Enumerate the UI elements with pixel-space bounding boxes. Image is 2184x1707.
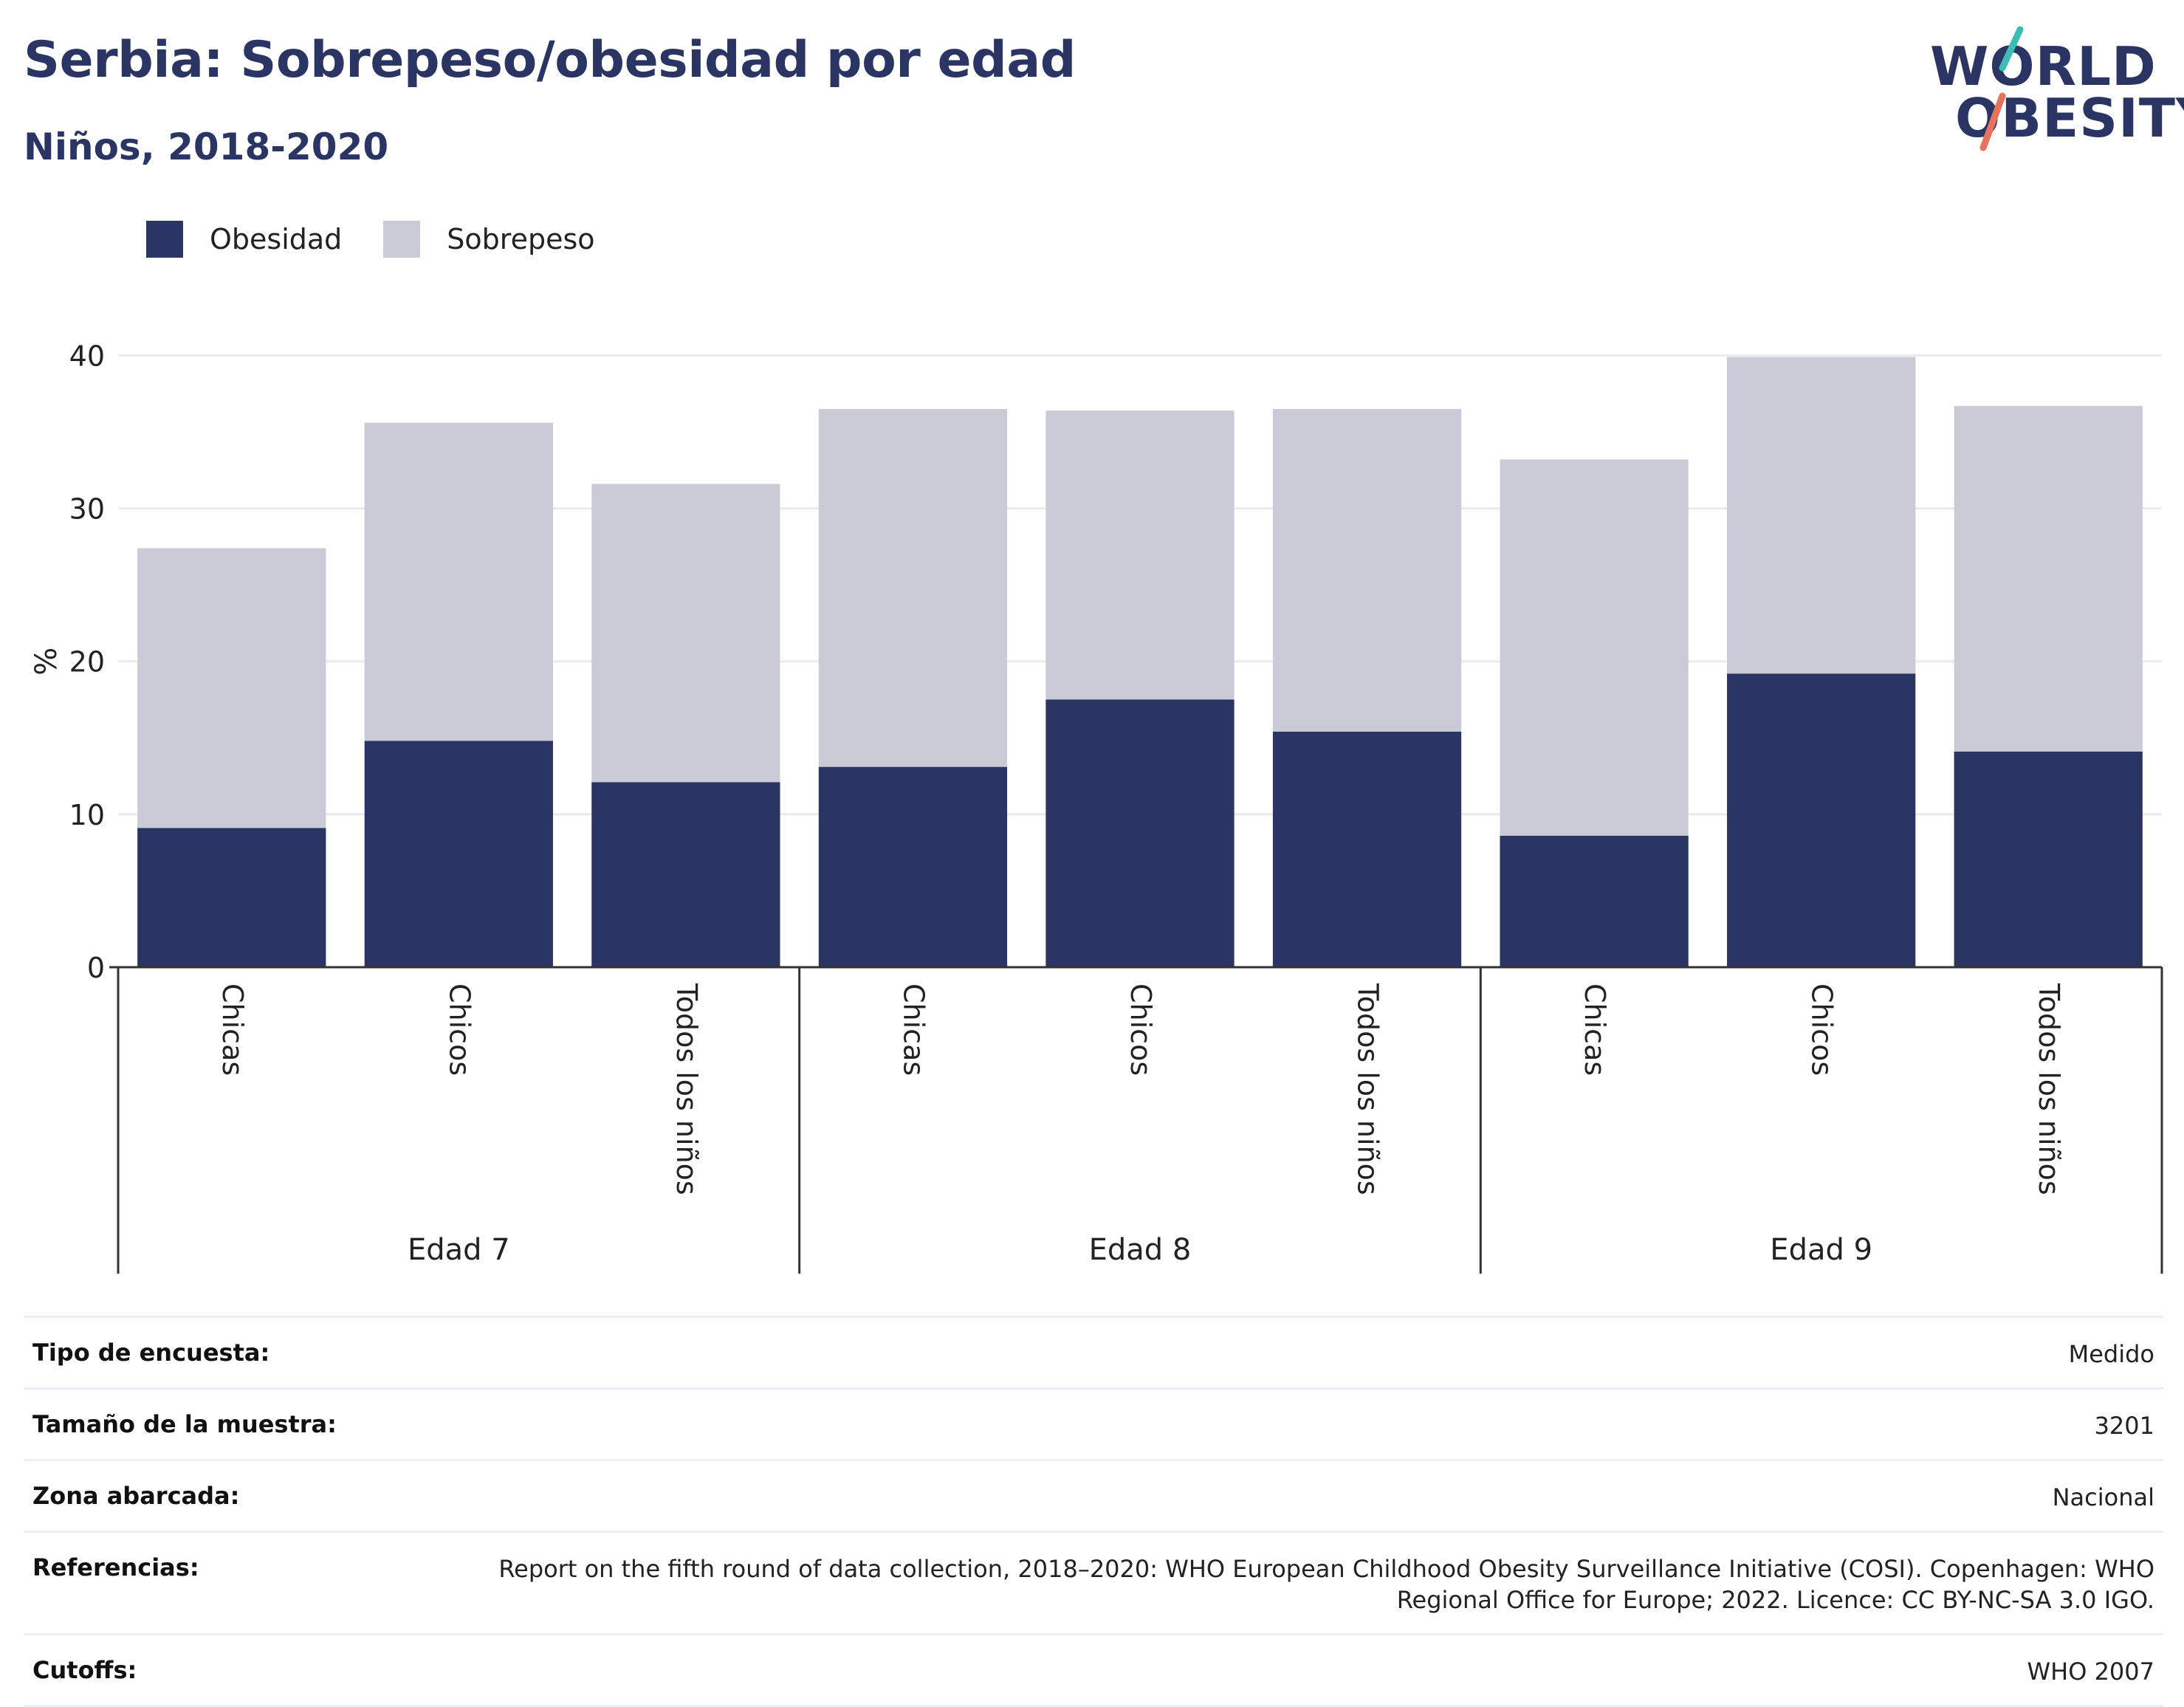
x-category-label: Todos los niños (670, 983, 703, 1195)
bar-sobrepeso (1045, 411, 1234, 700)
meta-row-references: Referencias: Report on the fifth round o… (24, 1531, 2163, 1633)
meta-value: WHO 2007 (2027, 1658, 2155, 1686)
meta-row-cutoffs: Cutoffs: WHO 2007 (24, 1633, 2163, 1707)
logo-word-1: WORLD (1930, 35, 2157, 97)
x-group-label: Edad 8 (1089, 1233, 1192, 1267)
chart-legend: Obesidad Sobrepeso (146, 219, 636, 260)
meta-label: Zona abarcada: (32, 1482, 240, 1510)
world-obesity-logo: WORLD OBESITY (1920, 22, 2184, 155)
bar-sobrepeso (1954, 405, 2143, 752)
legend-item-obesidad: Obesidad (146, 221, 342, 258)
bar-obesidad (1954, 751, 2143, 967)
logo-slash-icon (1979, 26, 2024, 151)
x-category-label: Todos los niños (1352, 983, 1384, 1195)
chart-title: Serbia: Sobrepeso/obesidad por edad (24, 31, 1076, 89)
meta-value: Nacional (2052, 1483, 2154, 1511)
bar-sobrepeso (1500, 459, 1689, 836)
x-category-label: Chicos (443, 983, 475, 1076)
y-tick-label: 30 (69, 493, 105, 526)
bar-sobrepeso (591, 484, 780, 783)
x-group-label: Edad 7 (408, 1233, 510, 1267)
y-axis-label: % (30, 648, 63, 676)
bar-obesidad (1500, 835, 1689, 967)
legend-item-sobrepeso: Sobrepeso (383, 221, 595, 258)
legend-swatch-sobrepeso (383, 221, 421, 258)
bar-obesidad (591, 782, 780, 967)
meta-value: Medido (2068, 1340, 2154, 1368)
meta-value: 3201 (2094, 1412, 2154, 1440)
bar-sobrepeso (818, 408, 1008, 767)
legend-label-sobrepeso: Sobrepeso (447, 223, 595, 255)
meta-label: Cutoffs: (32, 1656, 137, 1684)
y-tick-label: 20 (69, 646, 105, 679)
chart-subtitle: Niños, 2018-2020 (24, 126, 389, 168)
meta-label: Tamaño de la muestra: (32, 1410, 337, 1438)
x-category-label: Chicos (1806, 983, 1838, 1076)
meta-value: Report on the fifth round of data collec… (498, 1555, 2154, 1614)
meta-row-area: Zona abarcada: Nacional (24, 1459, 2163, 1531)
bar-sobrepeso (1727, 357, 1916, 674)
legend-label-obesidad: Obesidad (210, 223, 343, 255)
meta-label: Referencias: (32, 1553, 199, 1581)
meta-row-sample-size: Tamaño de la muestra: 3201 (24, 1387, 2163, 1459)
y-tick-label: 0 (87, 952, 105, 984)
bar-obesidad (1272, 732, 1462, 967)
bar-obesidad (818, 766, 1008, 967)
bar-obesidad (1727, 673, 1916, 967)
bar-obesidad (364, 741, 553, 967)
x-category-label: Chicas (1579, 983, 1611, 1076)
bar-sobrepeso (364, 422, 553, 741)
y-tick-label: 40 (69, 340, 105, 372)
bar-obesidad (137, 828, 326, 967)
x-category-label: Chicas (897, 983, 930, 1076)
bar-obesidad (1045, 699, 1234, 967)
meta-row-survey-type: Tipo de encuesta: Medido (24, 1316, 2163, 1387)
bar-sobrepeso (1272, 408, 1462, 732)
legend-swatch-obesidad (146, 221, 183, 258)
x-category-label: Chicas (216, 983, 249, 1076)
x-category-label: Chicos (1124, 983, 1157, 1076)
x-category-label: Todos los niños (2033, 983, 2065, 1195)
bar-sobrepeso (137, 548, 326, 828)
meta-label: Tipo de encuesta: (32, 1339, 270, 1367)
survey-info-table: Tipo de encuesta: Medido Tamaño de la mu… (24, 1316, 2163, 1707)
stacked-bar-chart: 0 10 20 30 40% Chicas Chicos Todos los niños Chi… (30, 340, 2163, 1274)
y-tick-label: 10 (69, 799, 105, 831)
x-group-label: Edad 9 (1770, 1233, 1872, 1267)
